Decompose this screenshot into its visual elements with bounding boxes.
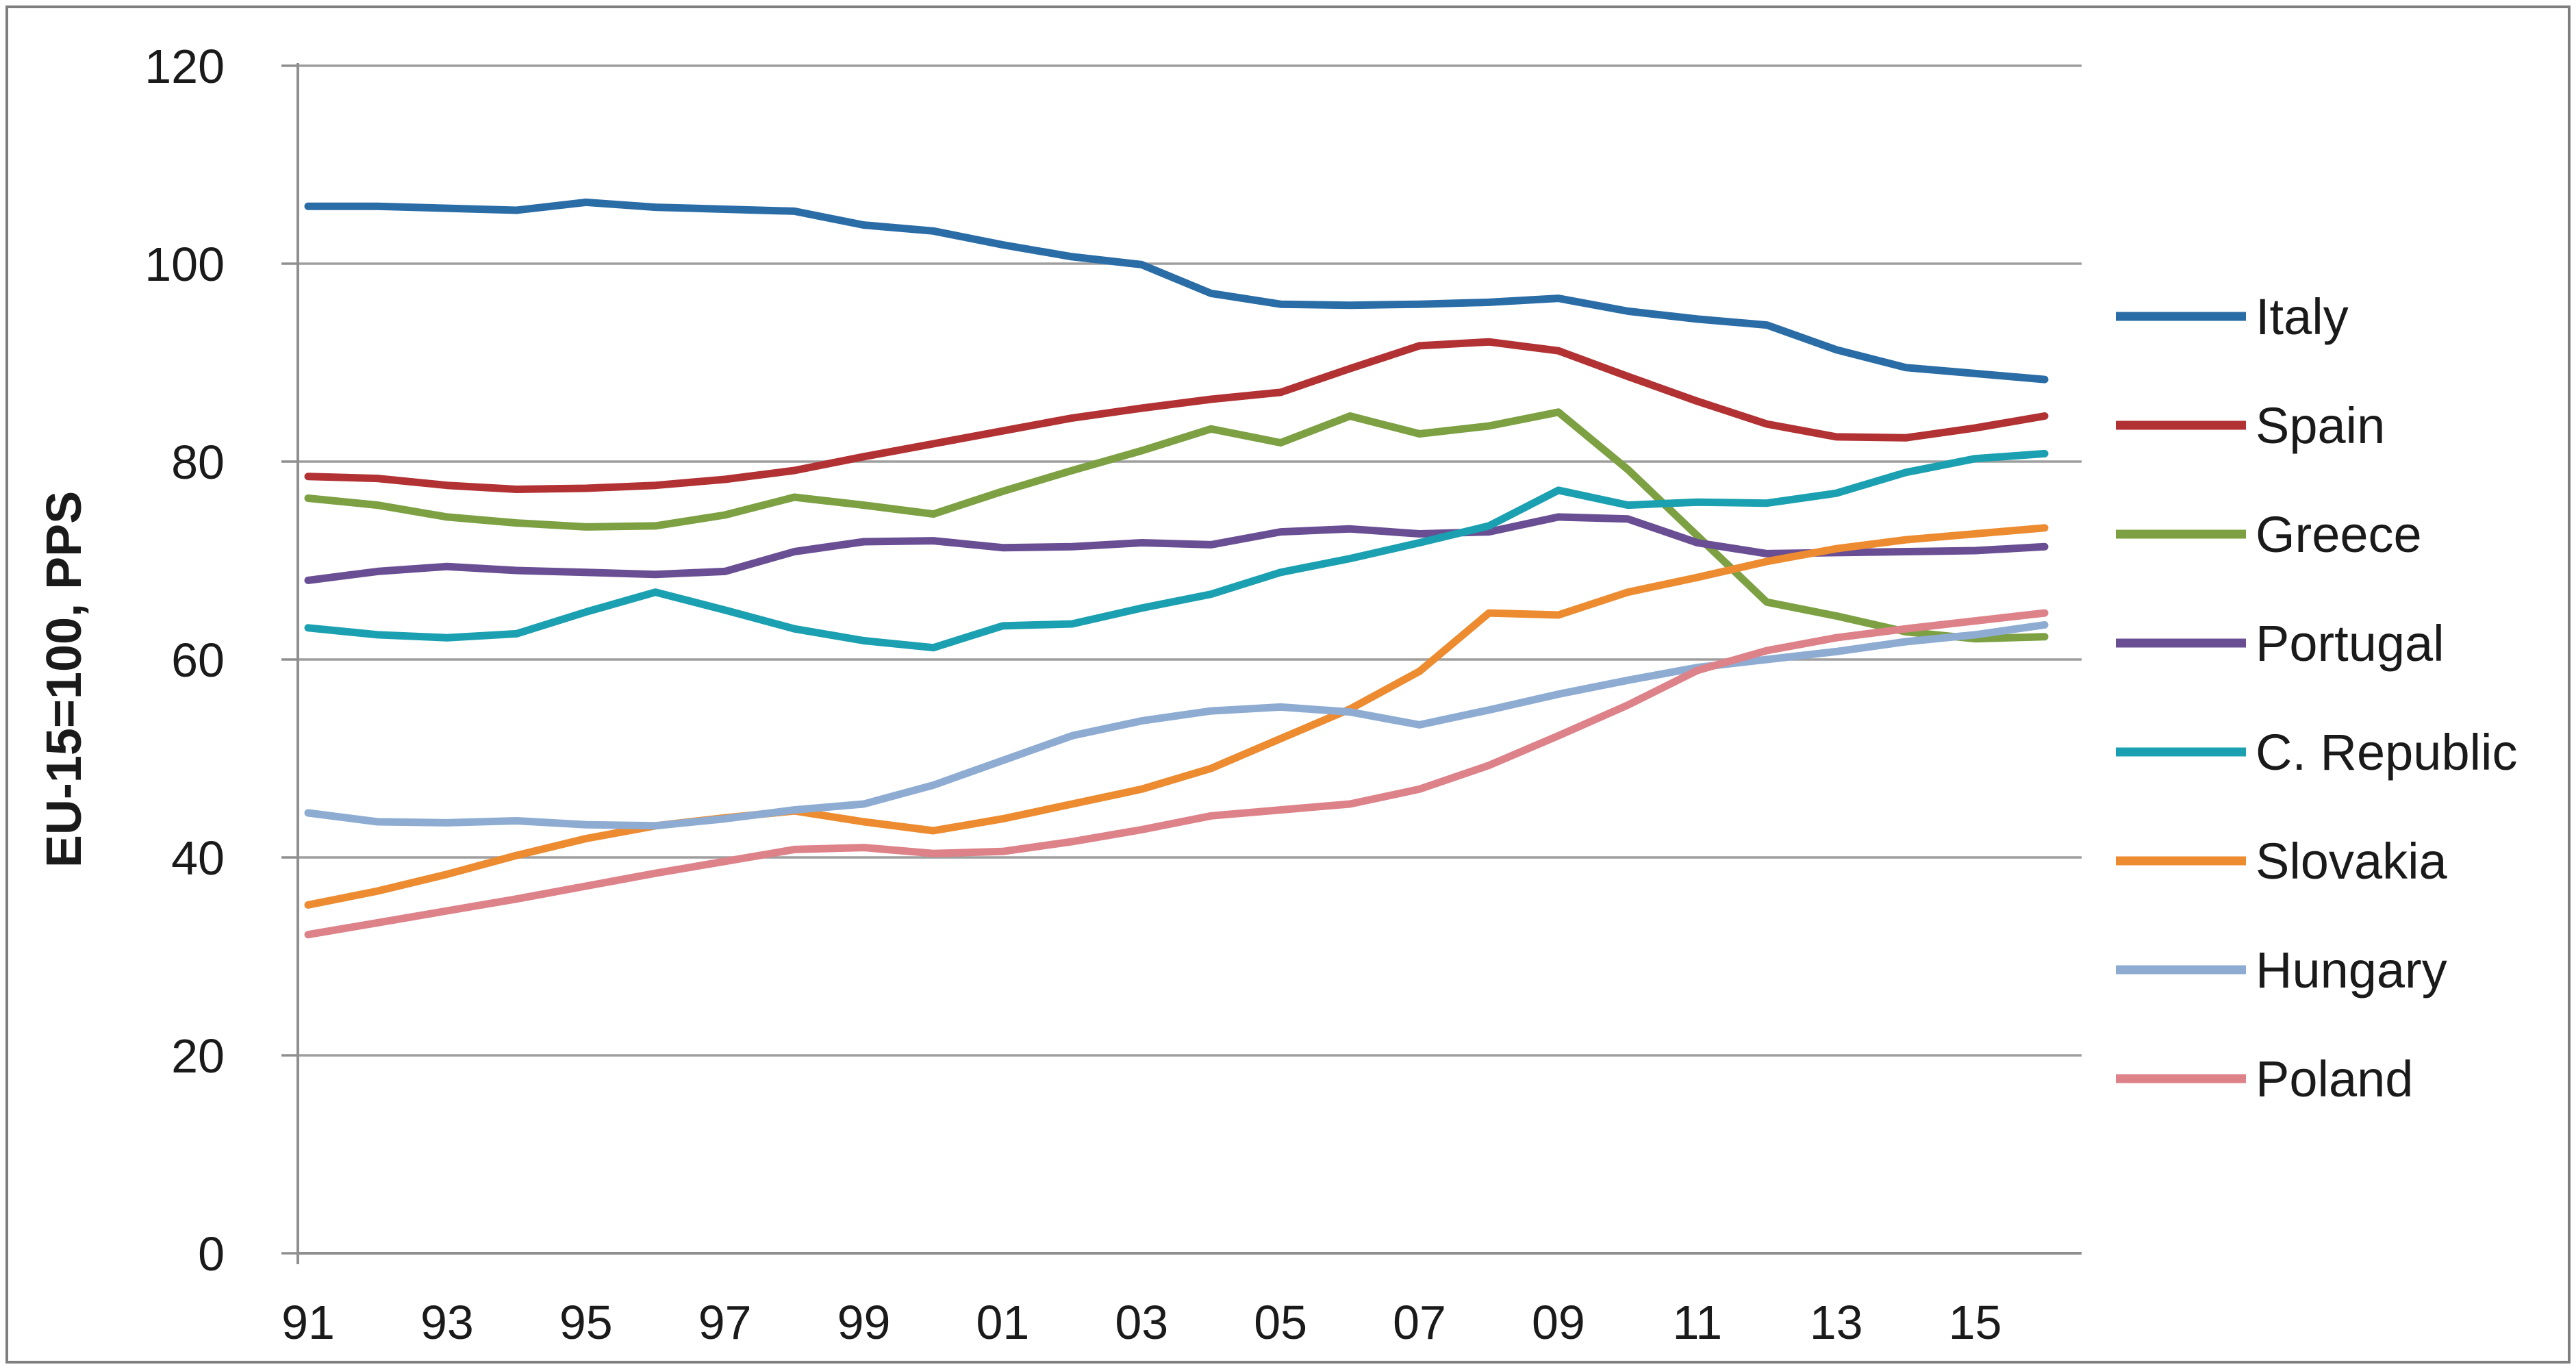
x-tick-label-11: 11 bbox=[1672, 1296, 1722, 1349]
y-tick-label-20: 20 bbox=[171, 1029, 225, 1083]
x-tick-label-15: 15 bbox=[1949, 1296, 2002, 1349]
series-lines bbox=[304, 198, 2049, 939]
x-tick-label-01: 01 bbox=[976, 1296, 1029, 1349]
series-line-c-republic bbox=[304, 449, 2049, 652]
legend-label-spain: Spain bbox=[2256, 397, 2385, 454]
legend-label-italy: Italy bbox=[2256, 288, 2349, 345]
figure-border bbox=[5, 5, 2571, 1364]
legend-label-c-republic: C. Republic bbox=[2256, 724, 2518, 781]
y-tick-label-120: 120 bbox=[144, 40, 225, 93]
series-line-spain bbox=[304, 338, 2049, 493]
legend-label-slovakia: Slovakia bbox=[2256, 833, 2448, 890]
legend-item-spain: Spain bbox=[2116, 397, 2385, 454]
legend-label-greece: Greece bbox=[2256, 506, 2422, 563]
x-tick-label-97: 97 bbox=[698, 1296, 752, 1349]
x-tick-label-99: 99 bbox=[837, 1296, 891, 1349]
series-line-poland bbox=[304, 609, 2049, 939]
legend-item-slovakia: Slovakia bbox=[2116, 833, 2448, 890]
x-tick-label-03: 03 bbox=[1115, 1296, 1168, 1349]
y-tick-label-40: 40 bbox=[171, 831, 225, 885]
x-tick-label-05: 05 bbox=[1254, 1296, 1307, 1349]
legend-item-italy: Italy bbox=[2116, 288, 2349, 345]
gridlines bbox=[298, 64, 2082, 1255]
x-tick-label-91: 91 bbox=[281, 1296, 335, 1349]
y-tick-label-0: 0 bbox=[198, 1227, 225, 1281]
series-line-italy bbox=[304, 198, 2049, 384]
legend-label-hungary: Hungary bbox=[2256, 942, 2447, 999]
y-tick-label-60: 60 bbox=[171, 633, 225, 687]
series-line-greece bbox=[304, 408, 2049, 643]
legend-item-hungary: Hungary bbox=[2116, 942, 2447, 999]
y-axis-title: EU-15=100, PPS bbox=[37, 491, 92, 868]
x-tick-label-09: 09 bbox=[1532, 1296, 1585, 1349]
legend-label-portugal: Portugal bbox=[2256, 615, 2445, 672]
legend: Italy Spain Greece Portugal C. Republic Slova… bbox=[2116, 288, 2518, 1107]
legend-item-poland: Poland bbox=[2116, 1051, 2413, 1107]
y-tick-labels: 0 20 40 60 80 100 120 bbox=[144, 40, 225, 1281]
series-line-slovakia bbox=[304, 524, 2049, 909]
x-tick-label-93: 93 bbox=[420, 1296, 474, 1349]
legend-label-poland: Poland bbox=[2256, 1051, 2413, 1107]
x-tick-label-07: 07 bbox=[1393, 1296, 1446, 1349]
series-line-portugal bbox=[304, 513, 2049, 584]
legend-item-c-republic: C. Republic bbox=[2116, 724, 2518, 781]
x-tick-label-95: 95 bbox=[559, 1296, 613, 1349]
x-tick-labels: 91 93 95 97 99 01 03 05 07 09 11 13 15 bbox=[281, 1296, 2002, 1349]
x-tick-label-13: 13 bbox=[1810, 1296, 1863, 1349]
axes bbox=[281, 63, 299, 1264]
y-tick-label-80: 80 bbox=[171, 436, 225, 489]
legend-item-greece: Greece bbox=[2116, 506, 2422, 563]
legend-item-portugal: Portugal bbox=[2116, 615, 2445, 672]
y-tick-label-100: 100 bbox=[144, 238, 225, 291]
series-line-hungary bbox=[304, 620, 2049, 830]
